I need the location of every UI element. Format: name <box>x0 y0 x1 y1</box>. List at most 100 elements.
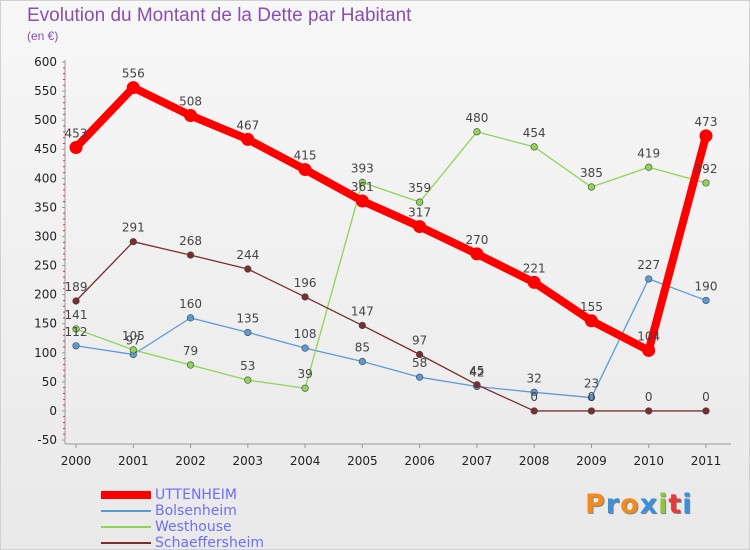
x-tick-label: 2001 <box>118 454 149 468</box>
y-tick-label: 200 <box>34 288 57 302</box>
y-tick-label: 450 <box>34 142 57 156</box>
x-tick-label: 2009 <box>576 454 607 468</box>
data-label: 112 <box>65 325 88 339</box>
data-label: 270 <box>465 233 488 247</box>
data-label: 467 <box>236 118 259 132</box>
data-point <box>642 343 656 357</box>
data-point <box>129 346 137 354</box>
series-schaeffersheim <box>72 238 710 415</box>
data-point <box>527 275 541 289</box>
data-point <box>244 376 252 384</box>
series-line-westhouse <box>75 131 707 389</box>
legend-swatch <box>101 542 151 544</box>
data-point <box>416 373 424 381</box>
data-label: 385 <box>580 166 603 180</box>
data-label: 221 <box>523 261 546 275</box>
legend-label: UTTENHEIM <box>155 487 238 503</box>
data-point <box>587 393 596 402</box>
x-tick-label: 2011 <box>691 454 722 468</box>
y-tick-label: -50 <box>37 433 57 447</box>
y-tick-label: 100 <box>34 346 57 360</box>
brand-logo: Proxiti <box>585 489 693 520</box>
data-label: 227 <box>637 258 660 272</box>
data-label: 361 <box>351 180 374 194</box>
legend-label: Schaeffersheim <box>155 535 264 550</box>
x-tick-label: 2000 <box>61 454 92 468</box>
legend-swatch <box>101 491 151 499</box>
series-line-schaeffersheim <box>75 241 707 412</box>
data-point <box>416 350 424 359</box>
data-point <box>645 275 653 283</box>
data-label: 393 <box>351 161 374 175</box>
data-point <box>645 407 653 415</box>
legend-swatch <box>101 510 151 512</box>
data-label: 508 <box>179 95 202 109</box>
data-point <box>355 194 369 208</box>
data-label: 141 <box>65 308 88 322</box>
data-label: 42 <box>469 365 484 379</box>
series-westhouse <box>72 128 710 392</box>
data-label: 244 <box>236 248 259 262</box>
data-label: 268 <box>179 234 202 248</box>
data-label: 473 <box>695 115 718 129</box>
data-point <box>702 179 710 187</box>
data-point <box>473 381 481 389</box>
data-label: 317 <box>408 206 431 220</box>
data-point <box>244 265 252 273</box>
data-label: 45 <box>469 364 484 378</box>
legend-label: Westhouse <box>155 519 232 535</box>
data-label: 0 <box>645 390 653 404</box>
series-layer <box>69 81 713 415</box>
data-label: 104 <box>637 329 660 343</box>
data-point <box>241 132 255 146</box>
data-point <box>358 178 366 186</box>
data-label: 480 <box>465 111 488 125</box>
y-tick-label: 550 <box>34 84 57 98</box>
data-point <box>126 81 140 95</box>
series-uttenheim <box>69 81 713 357</box>
x-tick-label: 2003 <box>233 454 264 468</box>
data-point <box>69 140 83 154</box>
axes: -500501001502002503003504004505005506002… <box>34 55 731 468</box>
y-tick-label: 600 <box>34 55 57 69</box>
data-point <box>244 328 252 337</box>
x-tick-label: 2002 <box>175 454 206 468</box>
data-label: 189 <box>65 280 88 294</box>
series-bolsenheim <box>72 275 710 402</box>
legend-label: Bolsenheim <box>155 503 237 519</box>
y-tick-label: 500 <box>34 113 57 127</box>
data-point <box>587 407 596 415</box>
data-point <box>358 321 366 330</box>
data-point <box>416 198 424 206</box>
data-point <box>530 388 538 396</box>
x-tick-label: 2008 <box>519 454 550 468</box>
data-label: 79 <box>183 344 198 358</box>
data-point <box>72 297 80 305</box>
data-point <box>470 247 484 261</box>
data-label: 53 <box>240 359 255 373</box>
data-point <box>184 109 198 123</box>
x-tick-label: 2007 <box>462 454 493 468</box>
data-point <box>129 238 137 246</box>
x-tick-label: 2004 <box>290 454 321 468</box>
data-label: 108 <box>294 327 317 341</box>
data-label: 58 <box>412 356 427 370</box>
data-label: 147 <box>351 304 374 318</box>
data-label: 97 <box>126 334 141 348</box>
data-point <box>301 293 309 301</box>
data-label: 85 <box>355 340 370 354</box>
y-tick-label: 0 <box>49 404 57 418</box>
data-label: 160 <box>179 297 202 311</box>
data-label: 415 <box>294 149 317 163</box>
data-label: 105 <box>122 329 145 343</box>
y-tick-label: 300 <box>34 229 57 243</box>
series-line-uttenheim <box>72 83 710 355</box>
series-line-bolsenheim <box>75 278 707 399</box>
data-point <box>473 128 481 136</box>
x-tick-label: 2010 <box>633 454 664 468</box>
data-point <box>301 384 309 392</box>
x-tick-label: 2006 <box>404 454 435 468</box>
data-label: 556 <box>122 67 145 81</box>
data-point <box>186 251 195 259</box>
